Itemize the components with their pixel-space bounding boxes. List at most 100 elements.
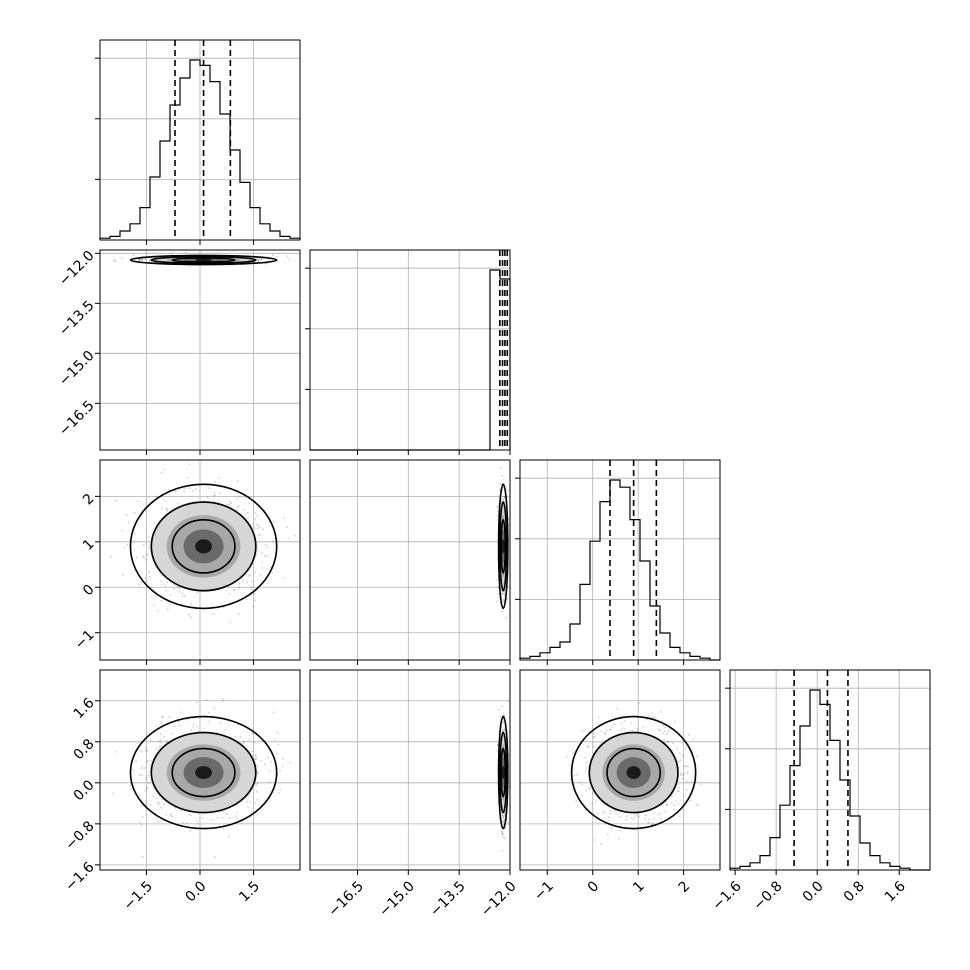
scatter-point [682,774,684,776]
scatter-point [251,580,254,582]
scatter-point [503,815,506,817]
scatter-point [216,817,219,819]
scatter-point [127,521,130,524]
scatter-point [232,589,235,591]
scatter-point [631,729,634,732]
scatter-point [674,720,676,723]
scatter-point [619,829,622,832]
scatter-point [686,771,689,773]
scatter-point [272,540,275,543]
scatter-point [144,259,147,262]
scatter-point [591,802,593,805]
scatter-point [279,769,281,772]
scatter-point [503,837,506,839]
scatter-point [174,491,177,493]
scatter-point [501,728,504,731]
scatter-point [163,803,165,806]
contour-line [499,501,508,592]
scatter-panel-2-1 [309,459,511,661]
scatter-point [224,728,227,731]
scatter-point [156,802,159,805]
scatter-point [148,571,151,574]
scatter-point [271,254,274,256]
scatter-point [687,734,690,736]
scatter-point [287,537,290,540]
scatter-point [283,517,285,520]
scatter-point [237,505,240,508]
scatter-point [190,603,193,605]
scatter-point [585,789,587,792]
scatter-point [619,815,621,818]
scatter-point [195,488,198,490]
scatter-point [236,811,238,813]
scatter-point [204,487,207,489]
scatter-point [274,739,276,741]
scatter-point [581,784,583,786]
scatter-point [256,764,259,767]
scatter-point [219,722,222,724]
scatter-inner [112,251,300,268]
scatter-point [502,836,505,839]
scatter-point [228,593,231,596]
scatter-point [233,589,236,591]
scatter-point [212,612,214,615]
scatter-point [697,804,700,807]
scatter-point [160,507,163,510]
scatter-point [672,742,674,745]
scatter-point [144,577,147,579]
scatter-point [685,789,688,792]
scatter-point [222,810,224,813]
scatter-point [265,263,267,265]
scatter-point [260,552,263,554]
scatter-point [611,725,614,728]
scatter-point [168,488,171,491]
scatter-point [577,804,579,807]
scatter-point [247,502,250,505]
scatter-point [645,814,648,817]
scatter-point [666,803,668,806]
contour-line [129,715,278,830]
scatter-point [289,761,292,764]
scatter-point [121,257,123,260]
density-level [501,539,505,554]
scatter-point [573,774,576,777]
scatter-point [263,555,266,558]
scatter-point [597,716,600,719]
scatter-point [506,598,508,600]
scatter-point [173,725,176,727]
scatter-point [683,765,685,767]
scatter-point [203,727,205,730]
scatter-point [242,509,245,511]
contour-line [171,518,236,574]
scatter-point [196,820,198,823]
scatter-point [248,739,251,741]
scatter-point [496,743,499,746]
scatter-point [659,729,661,732]
scatter-point [630,817,633,819]
scatter-point [266,756,269,759]
scatter-point [503,599,506,601]
scatter-point [148,546,151,549]
scatter-point [132,769,135,771]
scatter-point [257,259,259,262]
scatter-point [139,258,142,260]
scatter-point [609,812,611,815]
scatter-point [160,741,163,744]
scatter-point [191,489,194,492]
scatter-point [265,555,268,557]
scatter-point [282,765,284,768]
contour-line [129,254,278,266]
scatter-point [501,721,504,724]
scatter-point [659,812,661,815]
scatter-point [113,259,116,262]
scatter-point [166,608,169,611]
scatter-point [141,767,144,770]
scatter-point [603,810,605,813]
scatter-point [141,259,144,261]
contour-line [588,731,679,814]
density-level [501,766,505,779]
scatter-point [501,592,504,594]
scatter-point [625,815,628,817]
scatter-point [129,788,132,791]
hist-frame-1 [309,249,511,451]
